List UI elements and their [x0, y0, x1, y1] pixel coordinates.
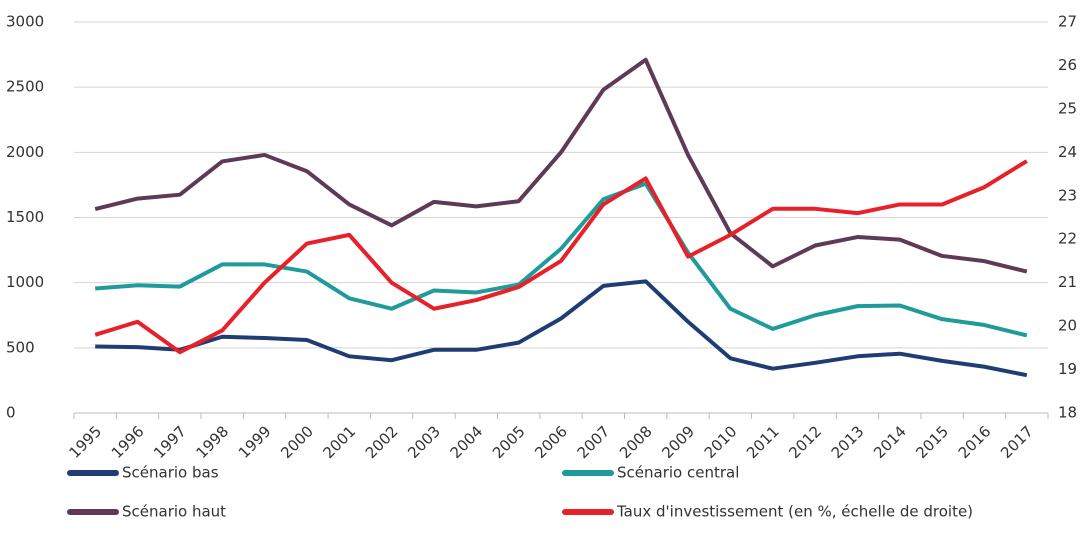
x-tick-label: 2013	[828, 422, 868, 462]
x-tick-label: 2014	[870, 422, 910, 462]
y2-tick-label: 23	[1058, 186, 1077, 204]
x-tick-label: 2005	[489, 422, 529, 462]
x-tick-label: 2007	[574, 422, 614, 462]
x-tick-label: 2010	[701, 422, 741, 462]
legend-label: Scénario central	[617, 464, 739, 482]
legend-label: Scénario bas	[122, 464, 219, 482]
y2-tick-label: 21	[1058, 273, 1077, 291]
y2-tick-label: 18	[1058, 404, 1077, 422]
y-tick-label: 2500	[6, 78, 44, 96]
x-tick-label: 2004	[447, 422, 487, 462]
x-tick-label: 2015	[912, 422, 952, 462]
x-tick-label: 2008	[616, 422, 656, 462]
y-tick-label: 2000	[6, 143, 44, 161]
legend-label: Scénario haut	[122, 503, 226, 521]
y-tick-label: 0	[6, 404, 16, 422]
legend-label: Taux d'investissement (en %, échelle de …	[616, 503, 973, 521]
y2-tick-label: 24	[1058, 143, 1077, 161]
x-tick-label: 1999	[235, 422, 275, 462]
y-tick-label: 1500	[6, 208, 44, 226]
x-tick-label: 2000	[277, 422, 317, 462]
x-tick-label: 2006	[531, 422, 571, 462]
x-tick-label: 1997	[150, 422, 190, 462]
x-tick-label: 2017	[997, 422, 1037, 462]
x-tick-label: 2012	[785, 422, 825, 462]
series-line	[94, 159, 1028, 355]
series-line	[95, 181, 1028, 338]
x-tick-label: 2016	[955, 422, 995, 462]
y-tick-label: 1000	[6, 273, 44, 291]
x-tick-label: 2003	[404, 422, 444, 462]
x-tick-label: 2009	[658, 422, 698, 462]
y2-tick-label: 19	[1058, 360, 1077, 378]
y2-tick-label: 20	[1058, 317, 1077, 335]
x-tick-label: 2001	[320, 422, 360, 462]
x-tick-label: 1995	[65, 422, 105, 462]
y-tick-label: 3000	[6, 13, 44, 31]
y2-tick-label: 27	[1058, 13, 1077, 31]
series-line	[95, 279, 1028, 378]
y-tick-label: 500	[6, 338, 35, 356]
x-tick-label: 2011	[743, 422, 783, 462]
y2-tick-label: 26	[1058, 56, 1077, 74]
x-tick-label: 1996	[108, 422, 148, 462]
series-line	[94, 57, 1028, 274]
y2-tick-label: 25	[1058, 99, 1077, 117]
y2-tick-label: 22	[1058, 230, 1077, 248]
x-tick-label: 2002	[362, 422, 402, 462]
x-tick-label: 1998	[192, 422, 232, 462]
